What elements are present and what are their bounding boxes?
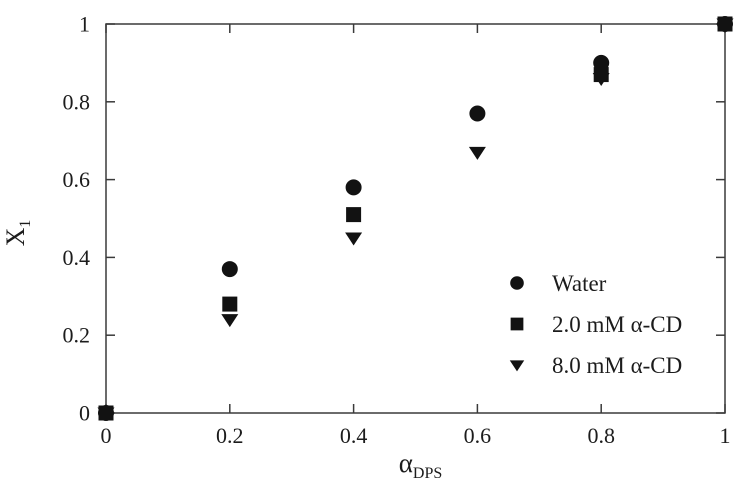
- y-axis-label-subscript: 1: [17, 220, 34, 228]
- data-point-square: [222, 296, 238, 312]
- data-point-triangle-down: [221, 314, 239, 328]
- x-tick-label: 1: [720, 423, 731, 448]
- legend-marker-triangle-down: [509, 360, 525, 372]
- y-tick-label: 1: [79, 12, 90, 37]
- data-point-square: [346, 207, 362, 223]
- data-point-triangle-down: [716, 18, 734, 32]
- x-axis-label: αDPS: [399, 448, 443, 482]
- x-axis-label-subscript: DPS: [413, 465, 442, 482]
- legend-label: Water: [552, 271, 607, 296]
- data-point-circle: [221, 261, 238, 278]
- y-tick-label: 0.6: [63, 167, 91, 192]
- x-tick-label: 0: [101, 423, 112, 448]
- x-tick-label: 0.4: [340, 423, 368, 448]
- y-tick-label: 0: [79, 401, 90, 426]
- data-point-circle: [469, 105, 486, 122]
- data-point-triangle-down: [592, 72, 610, 86]
- data-point-triangle-down: [468, 146, 486, 160]
- plot-border: [105, 23, 726, 414]
- y-axis-label: X1: [1, 220, 34, 247]
- y-tick-label: 0.2: [63, 323, 91, 348]
- x-tick-label: 0.6: [464, 423, 492, 448]
- legend-marker-circle: [510, 276, 524, 290]
- y-tick-label: 0.4: [63, 245, 91, 270]
- x-tick-label: 0.8: [587, 423, 615, 448]
- legend-label: 2.0 mM α-CD: [552, 312, 682, 337]
- y-tick-label: 0.8: [63, 89, 91, 114]
- data-point-triangle-down: [345, 232, 363, 246]
- x-tick-label: 0.2: [216, 423, 244, 448]
- data-point-triangle-down: [97, 407, 115, 421]
- legend-marker-square: [510, 317, 524, 331]
- data-point-circle: [345, 179, 362, 196]
- data-point-circle: [593, 54, 610, 71]
- legend-label: 8.0 mM α-CD: [552, 353, 682, 378]
